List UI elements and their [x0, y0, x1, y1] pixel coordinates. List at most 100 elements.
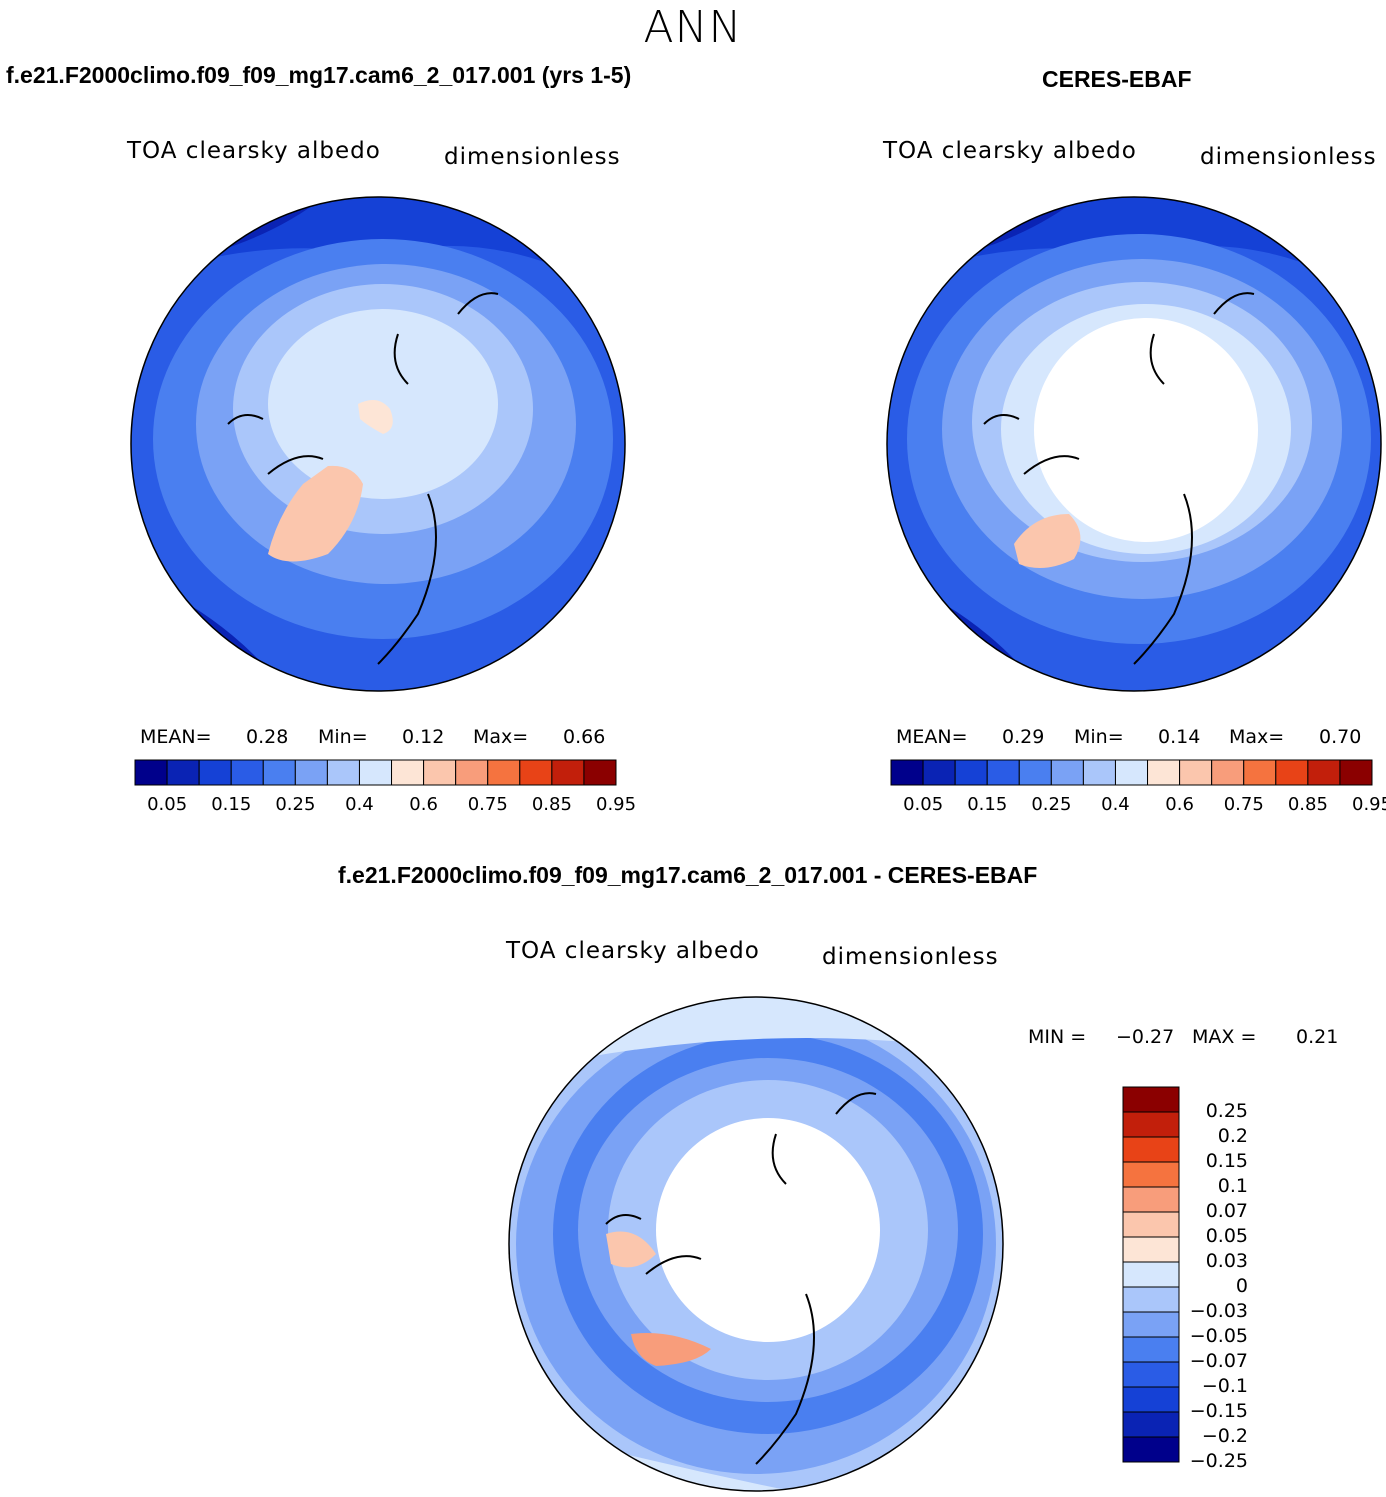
- diff-colorbar-tick-label: 0.07: [1205, 1200, 1248, 1222]
- panel2-colorbar-swatch: [1339, 759, 1373, 786]
- panel2-colorbar-swatch: [1147, 759, 1181, 786]
- diff-colorbar-tick-label: 0.25: [1205, 1100, 1248, 1122]
- panel1-colorbar-tick-label: 0.6: [409, 794, 438, 815]
- diff-colorbar-swatch: [1122, 1086, 1180, 1113]
- panel2-variable: TOA clearsky albedo: [883, 138, 1137, 164]
- panel1-colorbar-swatch: [166, 759, 200, 786]
- panel1-map: [130, 196, 626, 692]
- panel1-colorbar-swatch: [551, 759, 585, 786]
- panel2-mean-value: 0.29: [1002, 726, 1045, 748]
- panel1-colorbar-swatch: [134, 759, 168, 786]
- diff-colorbar-tick-label: −0.2: [1201, 1425, 1248, 1447]
- diff-colorbar-tick-label: 0.05: [1205, 1225, 1248, 1247]
- panel2-colorbar-swatch: [1018, 759, 1052, 786]
- diff-colorbar-swatch: [1122, 1261, 1180, 1288]
- diff-colorbar-tick-label: 0: [1235, 1275, 1248, 1297]
- panel1-colorbar-tick-label: 0.95: [596, 794, 637, 815]
- panel1-colorbar: [134, 759, 617, 786]
- panel1-colorbar-swatch: [262, 759, 296, 786]
- diff-colorbar-tick-label: 0.15: [1205, 1150, 1248, 1172]
- diff-colorbar-tick-label: −0.05: [1189, 1325, 1248, 1347]
- diff-colorbar-swatch: [1122, 1361, 1180, 1388]
- panel2-colorbar-swatch: [1243, 759, 1277, 786]
- panel2-colorbar-tick-label: 0.4: [1101, 794, 1130, 815]
- diff-max-label: MAX =: [1192, 1026, 1257, 1048]
- panel2-colorbar-tick-label: 0.85: [1287, 794, 1328, 815]
- panel1-colorbar-swatch: [391, 759, 425, 786]
- panel1-colorbar-labels: 0.05 0.15 0.25 0.4 0.6 0.75 0.85 0.95: [135, 794, 636, 818]
- panel2-colorbar: [890, 759, 1373, 786]
- diff-colorbar-swatch: [1122, 1236, 1180, 1263]
- panel1-max-label: Max=: [473, 726, 529, 748]
- panel1-case-title: f.e21.F2000climo.f09_f09_mg17.cam6_2_017…: [6, 62, 632, 88]
- panel1-max-value: 0.66: [563, 726, 606, 748]
- panel1-colorbar-tick-label: 0.4: [345, 794, 374, 815]
- panel2-colorbar-tick-label: 0.75: [1223, 794, 1264, 815]
- diff-colorbar-swatch: [1122, 1161, 1180, 1188]
- panel2-max-value: 0.70: [1319, 726, 1362, 748]
- diff-colorbar-swatch: [1122, 1186, 1180, 1213]
- panel1-colorbar-swatch: [519, 759, 553, 786]
- diff-colorbar-tick-label: −0.15: [1189, 1400, 1248, 1422]
- panel2-colorbar-swatch: [1050, 759, 1084, 786]
- panel1-mean-label: MEAN=: [140, 726, 212, 748]
- panel2-units: dimensionless: [1200, 144, 1377, 170]
- panel2-colorbar-swatch: [986, 759, 1020, 786]
- diff-map: [508, 996, 1004, 1492]
- panel2-colorbar-tick-label: 0.15: [967, 794, 1008, 815]
- panel2-colorbar-swatch: [890, 759, 924, 786]
- panel2-map: [886, 196, 1382, 692]
- panel2-min-label: Min=: [1074, 726, 1124, 748]
- diff-colorbar-swatch: [1122, 1111, 1180, 1138]
- panel2-colorbar-swatch: [1307, 759, 1341, 786]
- panel2-colorbar-swatch: [1114, 759, 1149, 786]
- panel1-mean-value: 0.28: [246, 726, 289, 748]
- diff-units: dimensionless: [822, 944, 999, 970]
- diff-colorbar-swatch: [1122, 1136, 1180, 1163]
- panel1-colorbar-swatch: [326, 759, 360, 786]
- diff-colorbar-swatch: [1122, 1286, 1180, 1313]
- panel2-case-title: CERES-EBAF: [1042, 66, 1192, 92]
- diff-colorbar-swatch: [1122, 1211, 1180, 1238]
- panel1-colorbar-tick-label: 0.15: [211, 794, 252, 815]
- figure-title: ANN: [643, 2, 743, 53]
- panel1-colorbar-swatch: [487, 759, 521, 786]
- panel1-units: dimensionless: [444, 144, 621, 170]
- panel1-colorbar-tick-label: 0.75: [467, 794, 508, 815]
- panel1-colorbar-tick-label: 0.05: [147, 794, 188, 815]
- panel1-colorbar-swatch: [423, 759, 457, 786]
- diff-colorbar-tick-label: 0.03: [1205, 1250, 1248, 1272]
- diff-colorbar-swatch: [1122, 1336, 1180, 1363]
- diff-colorbar-tick-label: −0.25: [1189, 1450, 1248, 1472]
- panel2-colorbar-tick-label: 0.95: [1352, 794, 1386, 815]
- diff-colorbar-tick-label: 0.1: [1217, 1175, 1248, 1197]
- diff-colorbar-tick-label: −0.1: [1201, 1375, 1248, 1397]
- panel2-max-label: Max=: [1229, 726, 1285, 748]
- diff-max-value: 0.21: [1296, 1026, 1339, 1048]
- panel1-colorbar-swatch: [583, 759, 617, 786]
- panel1-min-label: Min=: [318, 726, 368, 748]
- diff-colorbar-swatch: [1122, 1411, 1180, 1438]
- panel1-variable: TOA clearsky albedo: [127, 138, 381, 164]
- panel1-colorbar-swatch: [198, 759, 232, 786]
- diff-case-title: f.e21.F2000climo.f09_f09_mg17.cam6_2_017…: [338, 862, 1038, 888]
- panel2-colorbar-swatch: [1211, 759, 1245, 786]
- panel2-mean-label: MEAN=: [896, 726, 968, 748]
- panel2-colorbar-swatch: [1179, 759, 1213, 786]
- panel1-colorbar-tick-label: 0.25: [275, 794, 316, 815]
- panel2-colorbar-tick-label: 0.25: [1031, 794, 1072, 815]
- panel2-min-value: 0.14: [1158, 726, 1201, 748]
- diff-variable: TOA clearsky albedo: [506, 938, 760, 964]
- panel2-colorbar-swatch: [954, 759, 988, 786]
- panel2-colorbar-labels: 0.05 0.15 0.25 0.4 0.6 0.75 0.85 0.95: [891, 794, 1386, 818]
- diff-colorbar-tick-label: −0.03: [1189, 1300, 1248, 1322]
- diff-colorbar-tick-label: 0.2: [1217, 1125, 1248, 1147]
- panel1-colorbar-swatch: [358, 759, 393, 786]
- diff-colorbar-labels: 0.25 0.2 0.15 0.1 0.07 0.05 0.03 0 −0.03 −0.05 −0.…: [1178, 1087, 1268, 1472]
- diff-colorbar: [1122, 1086, 1180, 1463]
- diff-colorbar-tick-label: −0.07: [1189, 1350, 1248, 1372]
- diff-min-value: −0.27: [1116, 1026, 1175, 1048]
- diff-colorbar-swatch: [1122, 1311, 1180, 1338]
- panel1-colorbar-swatch: [230, 759, 264, 786]
- panel1-colorbar-swatch: [294, 759, 328, 786]
